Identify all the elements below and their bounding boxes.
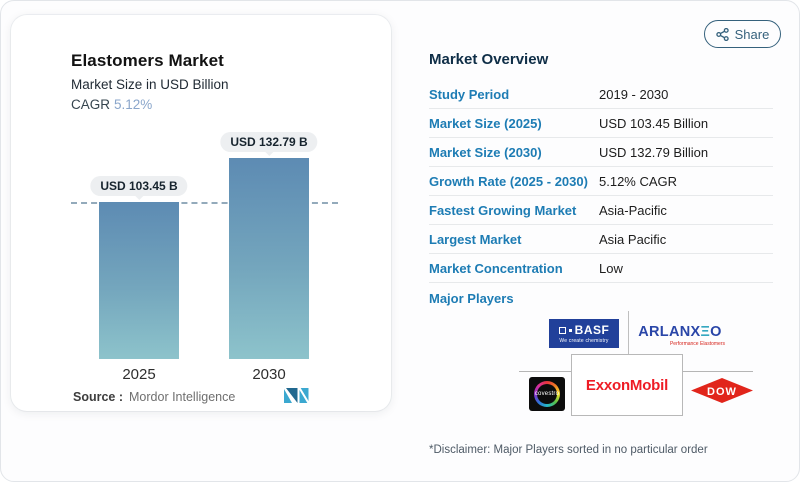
row-label: Market Concentration — [429, 260, 563, 276]
table-row-study-period: Study Period 2019 - 2030 — [429, 80, 773, 109]
table-row-market-concentration: Market Concentration Low — [429, 254, 773, 283]
basf-square-icon — [558, 326, 566, 334]
row-value: Low — [599, 260, 623, 276]
x-axis-label-2030: 2030 — [252, 366, 286, 383]
players-horizontal-connector-right — [681, 371, 753, 372]
bar-value-label-2025: USD 103.45 B — [90, 176, 188, 196]
dow-logo: DOW — [691, 378, 753, 403]
arlanxeo-name-e: Ξ — [700, 324, 711, 340]
table-row-fastest-growing-market: Fastest Growing Market Asia-Pacific — [429, 196, 773, 225]
table-row-growth-rate: Growth Rate (2025 - 2030) 5.12% CAGR — [429, 167, 773, 196]
mordor-intelligence-logo-icon — [284, 387, 309, 404]
players-disclaimer: *Disclaimer: Major Players sorted in no … — [429, 444, 708, 456]
market-chart-card: Elastomers Market Market Size in USD Bil… — [11, 15, 391, 411]
table-row-largest-market: Largest Market Asia Pacific — [429, 225, 773, 254]
basf-name: BASF — [574, 323, 610, 337]
players-horizontal-connector-left — [519, 371, 573, 372]
source-label: Source : — [73, 390, 124, 404]
covestro-logo: covestro — [529, 377, 565, 411]
basf-dot-icon — [568, 328, 572, 332]
row-label: Largest Market — [429, 231, 522, 247]
covestro-ring-icon — [534, 381, 560, 407]
x-axis-label-2025: 2025 — [122, 366, 156, 383]
chart-subtitle: Market Size in USD Billion — [71, 77, 229, 92]
row-label: Study Period — [429, 86, 510, 102]
arlanxeo-logo: ARLANXΞO Performance Elastomers — [633, 324, 727, 347]
overview-heading: Market Overview — [429, 51, 549, 68]
dow-name: DOW — [707, 386, 737, 398]
table-row-market-size-2025: Market Size (2025) USD 103.45 Billion — [429, 109, 773, 138]
row-value: 5.12% CAGR — [599, 173, 678, 189]
cagr-label: CAGR — [71, 97, 111, 112]
reference-dashed-line — [71, 202, 338, 204]
source-value: Mordor Intelligence — [129, 390, 236, 404]
players-vertical-connector — [628, 311, 629, 354]
bar-value-label-2030: USD 132.79 B — [220, 132, 318, 152]
covestro-name: covestro — [534, 391, 560, 397]
arlanxeo-name-part1: ARLANX — [638, 324, 701, 340]
share-icon — [715, 27, 729, 41]
row-value: 2019 - 2030 — [599, 86, 669, 102]
row-value: Asia Pacific — [599, 231, 667, 247]
row-label: Market Size (2025) — [429, 115, 542, 131]
bar-2025 — [99, 202, 179, 359]
share-button-label: Share — [734, 26, 770, 42]
row-value: USD 103.45 Billion — [599, 115, 709, 131]
exxonmobil-logo: ExxonMobil — [571, 354, 683, 416]
cagr-value: 5.12% — [114, 97, 153, 112]
source-row: Source : Mordor Intelligence — [73, 390, 235, 404]
overview-table: Study Period 2019 - 2030 Market Size (20… — [429, 80, 773, 283]
chart-cagr-line: CAGR 5.12% — [71, 97, 152, 112]
row-label: Growth Rate (2025 - 2030) — [429, 173, 588, 189]
chart-title: Elastomers Market — [71, 51, 224, 70]
row-value: Asia-Pacific — [599, 202, 667, 218]
exxonmobil-name: ExxonMobil — [585, 376, 669, 394]
row-value: USD 132.79 Billion — [599, 144, 709, 160]
basf-logo: BASF We create chemistry — [549, 319, 619, 348]
arlanxeo-tagline: Performance Elastomers — [669, 341, 725, 347]
row-label: Fastest Growing Market — [429, 202, 577, 218]
basf-tagline: We create chemistry — [559, 338, 609, 344]
bar-2030 — [229, 158, 309, 359]
arlanxeo-name-part2: O — [710, 324, 722, 340]
row-label: Market Size (2030) — [429, 144, 542, 160]
share-button[interactable]: Share — [704, 20, 781, 48]
table-row-market-size-2030: Market Size (2030) USD 132.79 Billion — [429, 138, 773, 167]
major-players-label: Major Players — [429, 291, 514, 306]
